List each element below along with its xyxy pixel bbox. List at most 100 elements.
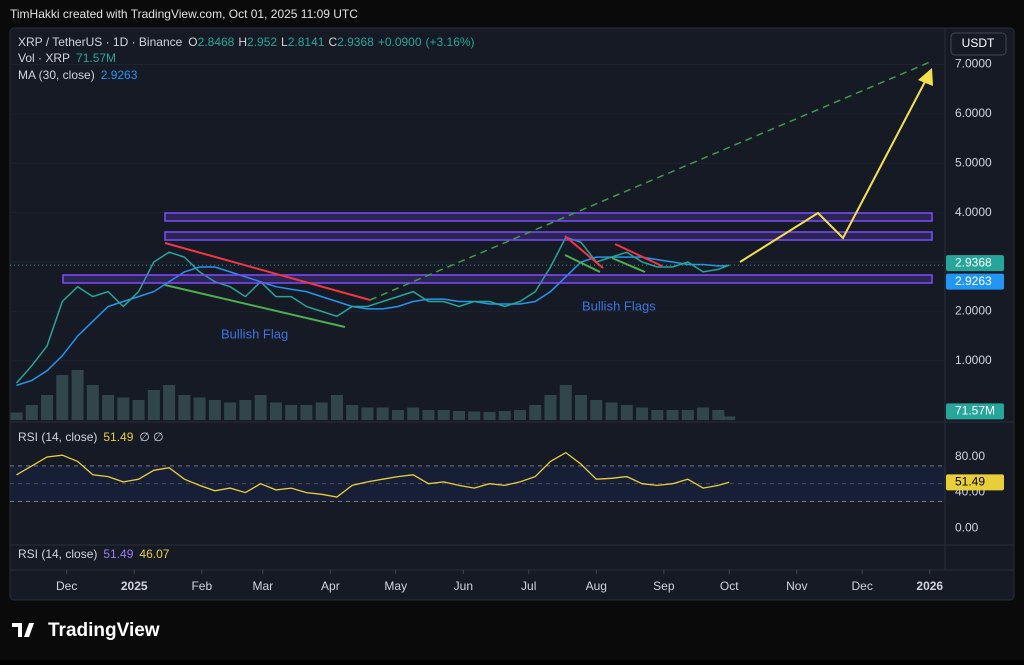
rsi-badge-bg: [946, 474, 1004, 491]
x-tick-label: Oct: [720, 579, 739, 593]
volume-bar: [529, 405, 542, 420]
volume-bar: [254, 395, 267, 420]
price-badge: 2.9368: [955, 255, 992, 269]
volume-bar: [330, 395, 343, 420]
close-line: [15, 236, 730, 384]
x-tick-label: Apr: [321, 579, 340, 593]
ohlc-value: 2.8468: [198, 35, 235, 49]
volume-bar: [620, 405, 633, 420]
projection-line: [369, 61, 931, 301]
ohlc-value: 2.8141: [288, 35, 325, 49]
volume-badge-bg: [946, 403, 1004, 420]
ohlc-label: O: [188, 35, 197, 49]
change: +0.0900: [378, 35, 422, 49]
x-tick-label: Nov: [786, 579, 807, 593]
zone: [164, 212, 933, 222]
volume-bar: [86, 385, 99, 420]
volume-badge: 71.57M: [955, 404, 995, 418]
y-tick-label: 5.0000: [955, 155, 992, 169]
volume-bar: [636, 407, 649, 420]
ma-label: MA (30, close): [18, 68, 95, 82]
rsi-tick-label: 0.00: [955, 520, 979, 534]
volume-bar: [407, 407, 420, 420]
ma-line: [16, 256, 730, 387]
legend-main: XRP / TetherUS · 1D · Binance O2.8468 H2.9…: [18, 35, 475, 49]
volume-bar: [147, 390, 160, 420]
ohlc-label: L: [281, 35, 288, 49]
trend-line: [164, 284, 346, 328]
volume-bar: [422, 410, 435, 420]
change-pct: (+3.16%): [426, 35, 475, 49]
volume-bar: [590, 400, 603, 420]
volume-value: 71.57M: [76, 51, 116, 65]
rsi-badge: 51.49: [955, 475, 985, 489]
rsi-tick-label: 80.00: [955, 449, 985, 463]
flag-line: [564, 254, 601, 273]
annotation: Bullish Flags: [582, 298, 656, 313]
legend-rsi: RSI (14, close) 51.49 ∅ ∅: [18, 430, 164, 444]
volume-bar: [71, 370, 84, 420]
volume-bar: [666, 410, 679, 420]
rsi-lower-label: RSI (14, close): [18, 547, 97, 561]
brand: TradingView: [48, 620, 160, 641]
volume-bar: [10, 412, 23, 420]
attribution: TimHakki created with TradingView.com, O…: [10, 7, 358, 21]
volume-bar: [391, 410, 404, 420]
price-badge-bg: [946, 255, 1004, 272]
volume-bar: [468, 411, 481, 420]
volume-bar: [483, 412, 496, 420]
ma-value: 2.9263: [101, 68, 138, 82]
flag-line: [611, 257, 646, 273]
ohlc-value: 2.9368: [337, 35, 374, 49]
chart-panel: [9, 27, 1015, 601]
y-tick-label: 7.0000: [955, 57, 992, 71]
volume-bar: [544, 395, 557, 420]
rsi-label: RSI (14, close): [18, 430, 97, 444]
symbol: XRP / TetherUS · 1D · Binance: [18, 35, 183, 49]
y-tick-label: 2.0000: [955, 304, 992, 318]
projection-arrow: [739, 75, 929, 263]
volume-bar: [239, 400, 252, 420]
volume-bar: [651, 410, 664, 420]
legend-rsi-lower: RSI (14, close) 51.49 46.07: [18, 547, 170, 561]
volume-bar: [452, 411, 465, 420]
rsi-value: 51.49: [103, 430, 133, 444]
x-tick-label: Dec: [852, 579, 873, 593]
volume-bar: [25, 405, 38, 420]
volume-bar: [269, 402, 282, 420]
x-tick-label: Mar: [252, 579, 273, 593]
rsi-lower-value: 46.07: [139, 547, 169, 561]
volume-bar: [132, 400, 145, 420]
x-tick-label: 2026: [916, 579, 943, 593]
ohlc-label: C: [328, 35, 337, 49]
currency-box[interactable]: [950, 32, 1007, 56]
volume-bar: [224, 402, 237, 420]
volume-bar: [178, 395, 191, 420]
volume-bar: [117, 397, 130, 420]
trend-line: [164, 242, 371, 301]
drawings: Bullish Flag Bullish Flags: [62, 61, 933, 341]
arrow-head: [918, 68, 933, 86]
volume-label: Vol · XRP: [18, 51, 70, 65]
ma-badge: 2.9263: [955, 274, 992, 288]
volume-bar: [605, 402, 618, 420]
y-tick-label: 4.0000: [955, 205, 992, 219]
volume-bar: [514, 410, 526, 420]
zone: [62, 274, 933, 284]
volume-bar: [723, 416, 736, 420]
volume-bar: [498, 411, 511, 420]
ohlc-value: 2.952: [247, 35, 277, 49]
x-tick-label: Feb: [191, 579, 212, 593]
volume-bar: [697, 407, 710, 420]
legend-volume: Vol · XRP 71.57M: [18, 51, 116, 65]
x-tick-label: 2025: [121, 579, 148, 593]
volume-bar: [681, 410, 694, 420]
volume-bar: [163, 385, 176, 420]
volume-bar: [102, 395, 115, 420]
annotation: Bullish Flag: [221, 326, 288, 341]
volume-bar: [712, 410, 725, 420]
x-tick-label: Jul: [521, 579, 536, 593]
currency[interactable]: USDT: [962, 36, 995, 50]
volume-bar: [575, 395, 588, 420]
legend-ma: MA (30, close) 2.9263: [18, 68, 138, 82]
